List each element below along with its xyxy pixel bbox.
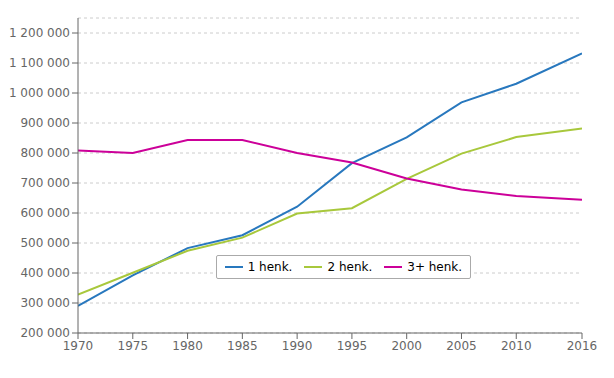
svg-text:1975: 1975 [118, 339, 149, 353]
html-text:2 henk.: 2 henk. [327, 260, 373, 275]
svg-text:1990: 1990 [282, 339, 313, 353]
svg-text:600 000: 600 000 [20, 206, 70, 220]
svg-text:800 000: 800 000 [20, 146, 70, 160]
svg-text:900 000: 900 000 [20, 116, 70, 130]
html-text:1 henk.: 1 henk. [247, 260, 293, 275]
svg-text:300 000: 300 000 [20, 296, 70, 310]
svg-text:1970: 1970 [63, 339, 94, 353]
svg-text:500 000: 500 000 [20, 236, 70, 250]
svg-text:400 000: 400 000 [20, 266, 70, 280]
svg-text:700 000: 700 000 [20, 176, 70, 190]
html-text:3+ henk.: 3+ henk. [407, 260, 463, 275]
svg-text:2016: 2016 [567, 339, 598, 353]
svg-text:1 100 000: 1 100 000 [9, 56, 70, 70]
svg-text:1980: 1980 [172, 339, 203, 353]
svg-text:2010: 2010 [501, 339, 532, 353]
svg-text:2000: 2000 [391, 339, 422, 353]
svg-text:1985: 1985 [227, 339, 258, 353]
svg-text:1995: 1995 [337, 339, 368, 353]
svg-text:1 200 000: 1 200 000 [9, 26, 70, 40]
svg-text:200 000: 200 000 [20, 326, 70, 340]
svg-text:2005: 2005 [446, 339, 477, 353]
svg-text:1 000 000: 1 000 000 [9, 86, 70, 100]
